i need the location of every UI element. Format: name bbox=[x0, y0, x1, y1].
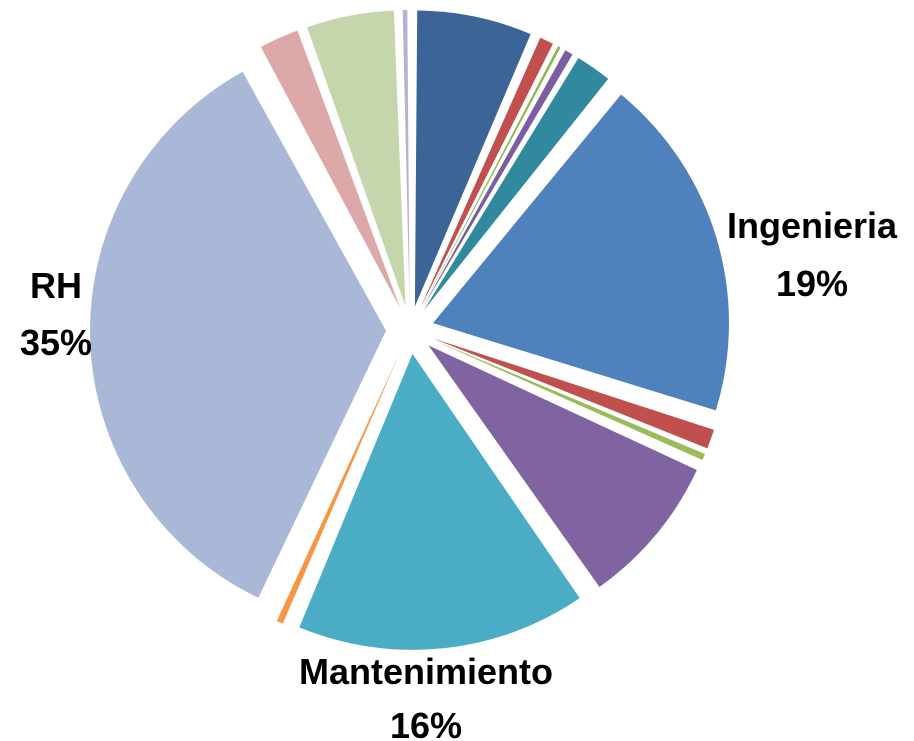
pie-slice-2 bbox=[421, 46, 561, 309]
pie-slice-10 bbox=[276, 351, 401, 624]
pie-slice-1 bbox=[420, 37, 553, 309]
pie-slice-12 bbox=[260, 30, 401, 309]
pie-slice-mantenimiento bbox=[299, 353, 580, 650]
label-mantenimiento: Mantenimiento bbox=[299, 651, 553, 692]
pie-slice-13 bbox=[307, 10, 406, 307]
label-ingenieria: Ingenieria bbox=[727, 205, 898, 246]
pie-slice-4 bbox=[423, 57, 609, 311]
pct-ingenieria: 19% bbox=[776, 263, 848, 304]
pie-slice-6 bbox=[432, 338, 714, 449]
label-rh: RH bbox=[30, 265, 82, 306]
pie-slice-7 bbox=[432, 339, 706, 460]
pie-slice-rh bbox=[90, 71, 387, 598]
pie-slice-14 bbox=[402, 10, 410, 307]
pie-slice-3 bbox=[421, 50, 573, 310]
pct-rh: 35% bbox=[20, 322, 92, 363]
pie-slice-8 bbox=[428, 345, 697, 587]
pie-slices bbox=[90, 10, 729, 650]
pie-slice-0 bbox=[414, 10, 531, 307]
pie-slice-ingenieria bbox=[432, 94, 729, 411]
pct-mantenimiento: 16% bbox=[390, 705, 462, 741]
